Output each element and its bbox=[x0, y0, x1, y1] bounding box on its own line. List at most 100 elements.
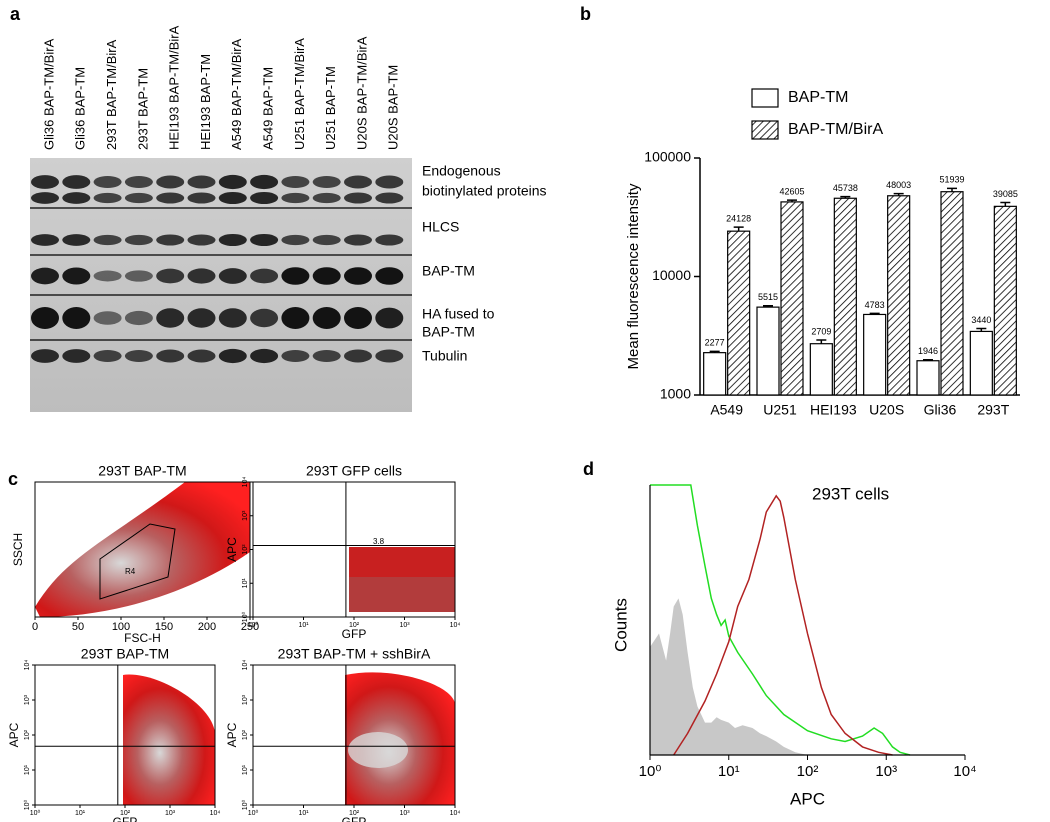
blot-band bbox=[312, 234, 341, 246]
y-tick-label: 10¹ bbox=[242, 764, 249, 775]
lane-label: U20S BAP-TM bbox=[386, 65, 401, 150]
histogram-line bbox=[673, 494, 893, 756]
histogram-area bbox=[650, 598, 808, 755]
blot-bands bbox=[31, 174, 404, 364]
bar bbox=[727, 230, 751, 396]
blot-band bbox=[344, 267, 372, 285]
lane-label: Gli36 BAP-TM/BirA bbox=[41, 38, 56, 150]
histogram-line bbox=[650, 484, 911, 756]
blot-band bbox=[281, 234, 310, 246]
y-tick-label: 10³ bbox=[242, 510, 249, 521]
y-axis-label: APC bbox=[225, 537, 239, 562]
bar bbox=[863, 313, 887, 396]
blot-band bbox=[312, 175, 341, 189]
quadrant-lines bbox=[253, 482, 455, 617]
band-label: biotinylated proteins bbox=[422, 183, 547, 199]
blot-band bbox=[281, 175, 310, 189]
x-tick-label: 10⁰ bbox=[248, 809, 259, 817]
flow-plot bbox=[349, 547, 455, 612]
y-tick-label: 10¹ bbox=[242, 578, 249, 589]
blot-band bbox=[62, 349, 91, 363]
x-tick-label: A549 bbox=[710, 402, 743, 418]
lane-label: U251 BAP-TM/BirA bbox=[292, 38, 307, 150]
bar bbox=[940, 191, 964, 396]
band-label: Endogenous bbox=[422, 163, 501, 179]
error-bar bbox=[1000, 201, 1011, 207]
x-tick-label: 10² bbox=[349, 622, 360, 629]
lane-label: U251 BAP-TM bbox=[323, 66, 338, 150]
error-bar bbox=[840, 195, 851, 199]
x-axis-label: GFP bbox=[113, 815, 138, 822]
band-label: HA fused to bbox=[422, 306, 495, 322]
x-tick-label: 10⁴ bbox=[210, 810, 221, 817]
value-label: 4783 bbox=[865, 300, 885, 310]
blot-band bbox=[62, 192, 91, 204]
bar bbox=[916, 360, 940, 396]
x-tick-label: 0 bbox=[32, 621, 38, 633]
blot-band bbox=[31, 192, 59, 204]
x-tick-label: 100 bbox=[112, 621, 130, 633]
x-axis-label: FSC-H bbox=[124, 631, 161, 645]
blot-band bbox=[375, 175, 404, 189]
blot-band bbox=[124, 349, 153, 363]
value-label: 45738 bbox=[833, 183, 858, 193]
lane-label: HEI193 BAP-TM bbox=[198, 54, 213, 150]
blot-band bbox=[281, 192, 310, 204]
blot-band bbox=[156, 192, 185, 204]
error-bar bbox=[733, 226, 744, 232]
bar bbox=[756, 306, 780, 396]
blot-band bbox=[218, 308, 247, 328]
blot-band bbox=[187, 234, 216, 246]
bar bbox=[780, 201, 804, 396]
legend-swatch bbox=[751, 120, 779, 140]
y-axis-label: Counts bbox=[611, 598, 630, 652]
error-bar bbox=[763, 304, 773, 308]
error-bar bbox=[976, 327, 987, 332]
blot-band bbox=[156, 268, 185, 284]
x-tick-label: 150 bbox=[155, 621, 173, 633]
blot-band bbox=[312, 192, 341, 204]
gate-label: 3.8 bbox=[373, 537, 385, 546]
x-axis-label: APC bbox=[790, 789, 825, 808]
bar bbox=[833, 197, 857, 396]
lane-label: A549 BAP-TM/BirA bbox=[229, 38, 244, 150]
blot-band bbox=[375, 349, 404, 363]
plot-title: 293T BAP-TM bbox=[98, 463, 186, 479]
x-axis-label: GFP bbox=[342, 815, 367, 822]
blot-band bbox=[187, 192, 216, 204]
y-tick-label: 10³ bbox=[242, 694, 249, 705]
y-tick-label: 10⁰ bbox=[241, 800, 249, 811]
blot-band bbox=[187, 349, 216, 363]
x-tick-label: 10² bbox=[349, 810, 360, 817]
blot-band bbox=[187, 308, 216, 328]
flow-plot bbox=[123, 674, 215, 805]
y-tick-label: 10² bbox=[242, 544, 249, 555]
y-tick-label: 10² bbox=[24, 729, 31, 740]
blot-band bbox=[93, 192, 122, 204]
value-label: 51939 bbox=[939, 175, 964, 185]
band-label: HLCS bbox=[422, 219, 459, 235]
y-axis-label: APC bbox=[225, 722, 239, 747]
y-tick-label: 10⁰ bbox=[23, 800, 31, 811]
flow-plot bbox=[345, 672, 455, 805]
x-tick-label: U20S bbox=[869, 402, 904, 418]
y-tick-label: 100000 bbox=[644, 149, 691, 165]
panel-label: a bbox=[10, 4, 21, 24]
value-label: 24128 bbox=[726, 213, 751, 223]
error-bar bbox=[947, 187, 957, 192]
value-label: 48003 bbox=[886, 180, 911, 190]
blot-band bbox=[344, 349, 372, 363]
x-tick-label: 10⁴ bbox=[953, 763, 976, 780]
value-label: 3440 bbox=[971, 315, 991, 325]
legend-swatch bbox=[751, 88, 779, 108]
x-tick-label: 50 bbox=[72, 621, 84, 633]
blot-band bbox=[344, 192, 372, 204]
blot-band bbox=[187, 268, 216, 284]
blot-band bbox=[124, 234, 153, 246]
blot-band bbox=[93, 270, 122, 282]
blot-band bbox=[187, 175, 216, 189]
value-label: 2277 bbox=[705, 338, 725, 348]
blot-band bbox=[312, 307, 341, 329]
flow-plot bbox=[35, 482, 250, 617]
error-bar bbox=[709, 350, 720, 353]
